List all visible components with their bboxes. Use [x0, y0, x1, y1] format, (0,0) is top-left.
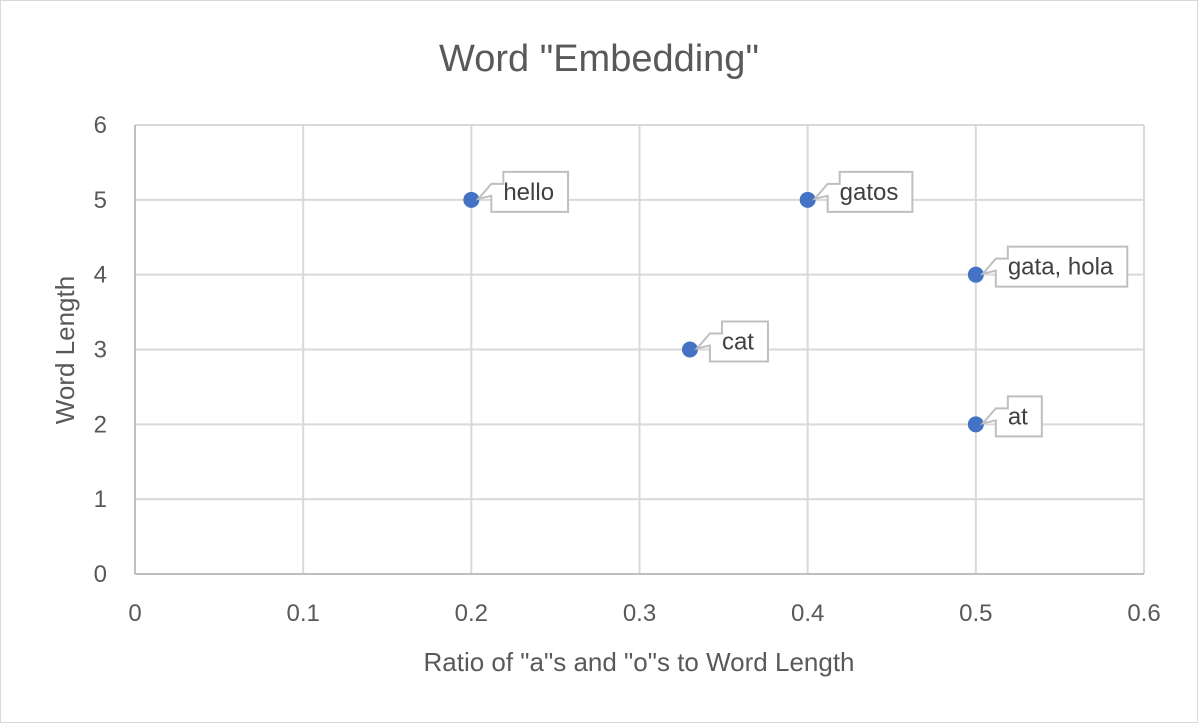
x-tick-label: 0.6: [1127, 600, 1160, 627]
axes: [134, 125, 1144, 575]
data-point: [799, 191, 816, 208]
x-tick-label: 0.5: [959, 600, 992, 627]
callout-box: [980, 395, 1043, 438]
y-tick-label: 4: [94, 262, 107, 289]
data-label-callout: hello: [475, 170, 570, 213]
data-point: [967, 266, 984, 283]
x-tick-label: 0.1: [286, 600, 319, 627]
y-tick-label: 0: [94, 561, 107, 588]
x-tick-label: 0.3: [623, 600, 656, 627]
data-labels: hello gatos gata, hola cat at: [475, 170, 1129, 438]
data-label: cat: [722, 329, 754, 356]
chart-title: Word "Embedding": [439, 38, 759, 80]
data-points: [463, 191, 984, 433]
tick-labels: 0 1 2 3 4 5 6 0 0.1 0.2 0.3 0.4 0.5 0.6: [94, 112, 1161, 627]
data-label: at: [1008, 403, 1028, 430]
data-label: hello: [503, 179, 554, 206]
callout-box: [811, 170, 914, 213]
y-tick-label: 2: [94, 411, 107, 438]
data-point: [681, 341, 698, 358]
callout-box: [694, 320, 769, 363]
x-tick-label: 0: [128, 600, 141, 627]
x-tick-label: 0.2: [455, 600, 488, 627]
data-point: [463, 191, 480, 208]
x-axis-title: Ratio of "a"s and "o"s to Word Length: [423, 647, 854, 677]
data-label: gatos: [840, 179, 899, 206]
x-tick-label: 0.4: [791, 600, 824, 627]
callout-box: [980, 245, 1129, 288]
data-label-callout: gatos: [811, 170, 914, 213]
y-tick-label: 6: [94, 112, 107, 139]
data-label-callout: gata, hola: [980, 245, 1129, 288]
grid: [135, 124, 1145, 574]
data-point: [967, 416, 984, 433]
callout-box: [475, 170, 570, 213]
data-label-callout: at: [980, 395, 1043, 438]
data-label: gata, hola: [1008, 254, 1114, 281]
y-tick-label: 1: [94, 486, 107, 513]
y-tick-label: 5: [94, 187, 107, 214]
y-tick-label: 3: [94, 337, 107, 364]
data-label-callout: cat: [694, 320, 769, 363]
y-axis-title: Word Length: [50, 276, 80, 424]
